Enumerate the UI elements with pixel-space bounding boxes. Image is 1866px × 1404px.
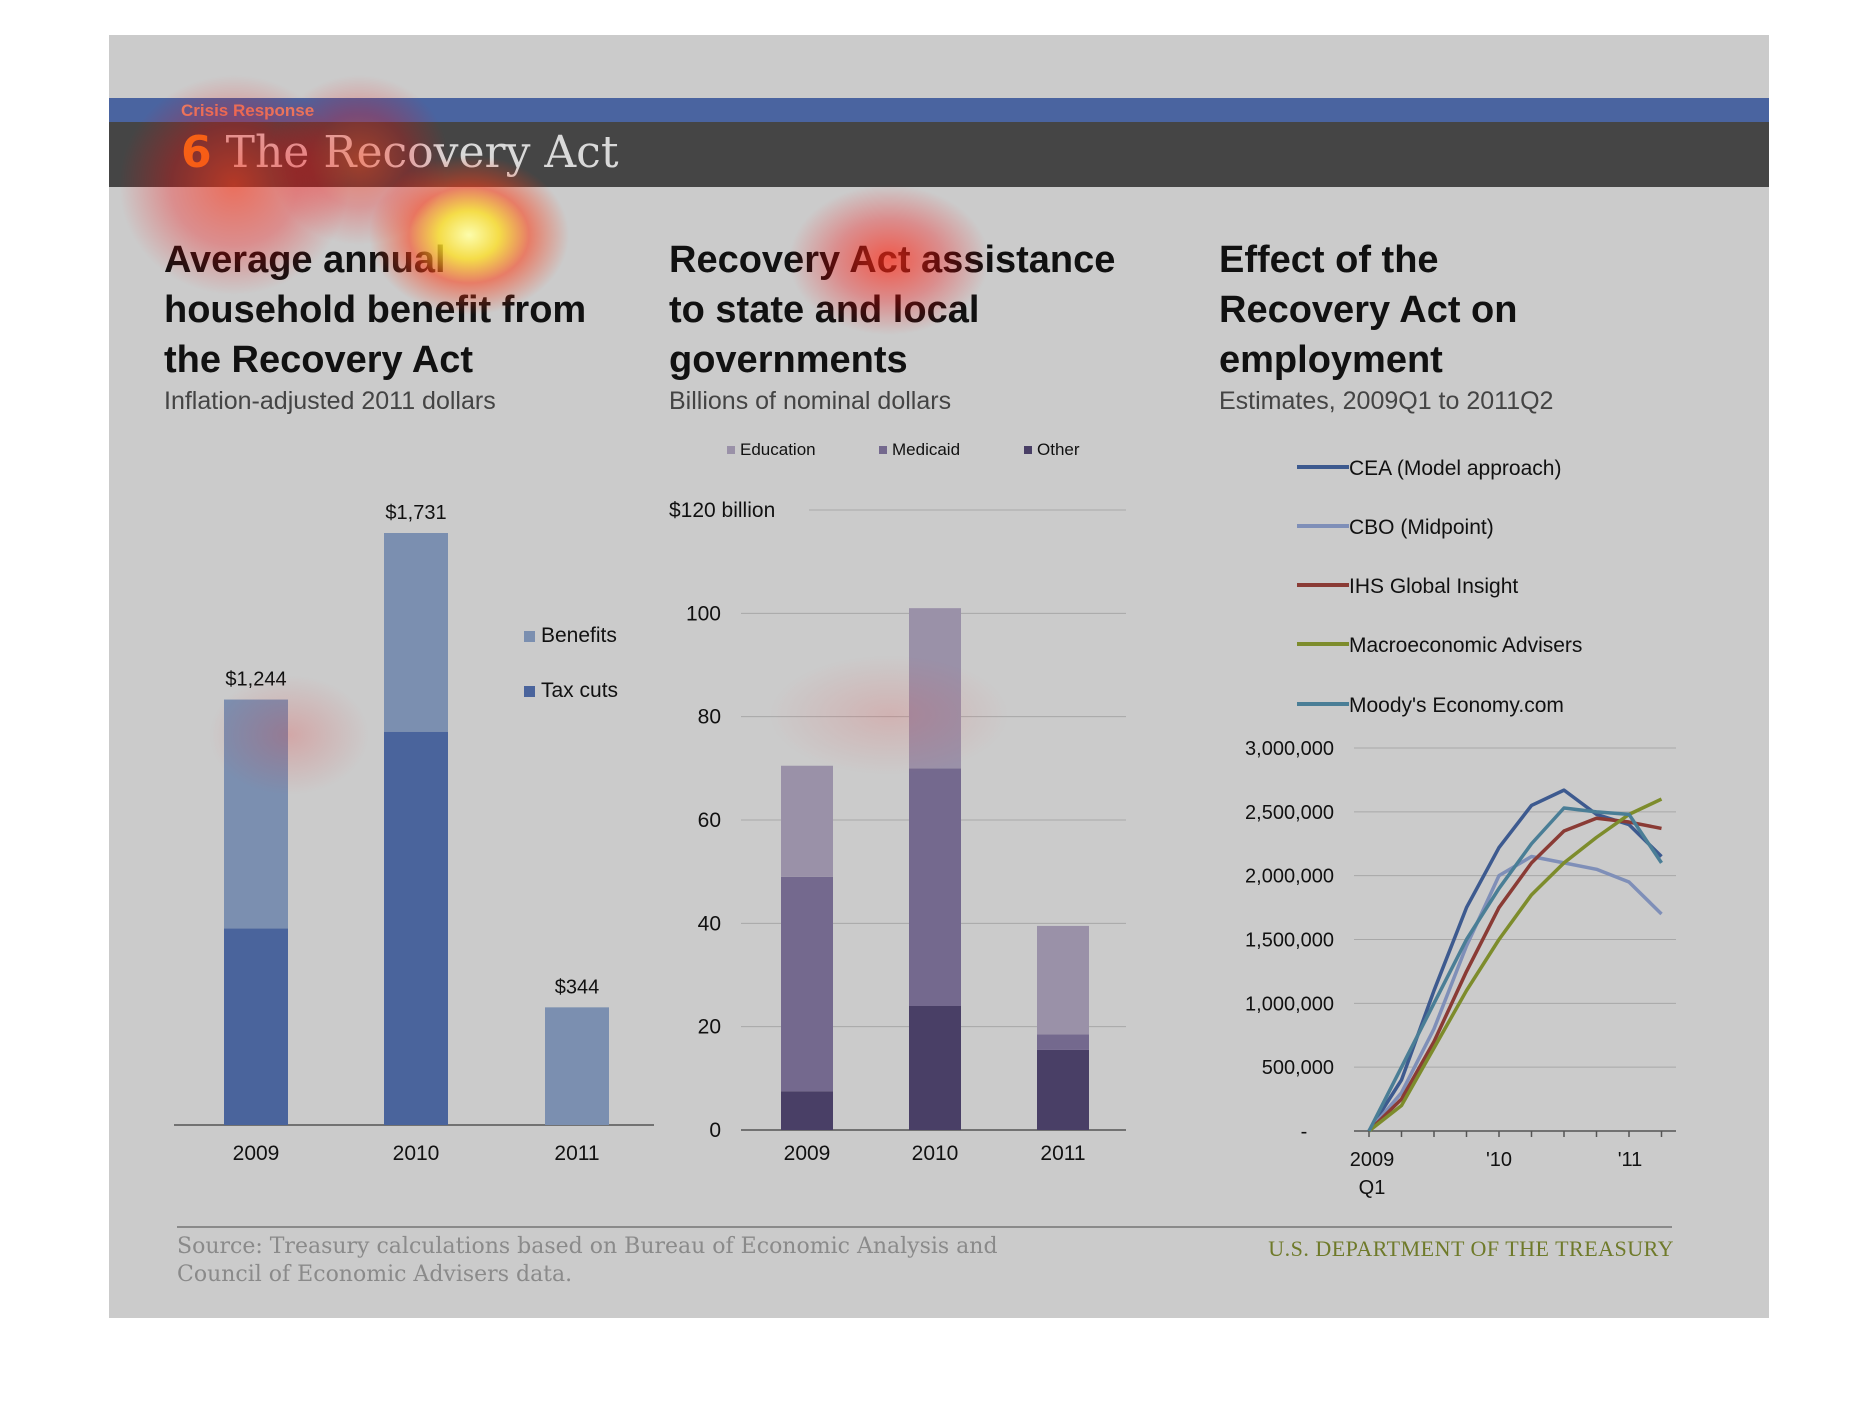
bar-education-2010 — [909, 608, 961, 769]
panel-2-subtitle: Billions of nominal dollars — [669, 387, 952, 415]
data-label: $1,244 — [225, 669, 286, 691]
legend-label: Moody's Economy.com — [1349, 694, 1564, 717]
bar-other-2010 — [909, 1006, 961, 1130]
y-tick-label: 80 — [698, 706, 721, 729]
panel-3-subtitle: Estimates, 2009Q1 to 2011Q2 — [1219, 387, 1554, 415]
footer-rule — [177, 1226, 1672, 1228]
x-tick-label: 2009 — [784, 1142, 831, 1165]
legend-swatch — [879, 446, 887, 454]
x-tick-label: 2011 — [554, 1142, 599, 1165]
x-tick-label: 2009 — [1350, 1149, 1395, 1171]
y-tick-label: 40 — [698, 912, 721, 935]
y-tick-label: $120 billion — [669, 499, 775, 522]
y-tick-label: 100 — [686, 602, 721, 625]
legend-label: CBO (Midpoint) — [1349, 516, 1494, 539]
panel-3-title: Effect of the Recovery Act on employment — [1219, 239, 1518, 381]
x-tick-label: 2011 — [1040, 1142, 1085, 1165]
legend-label: Other — [1037, 440, 1080, 459]
legend-swatch — [1024, 446, 1032, 454]
legend-label: Benefits — [541, 624, 617, 647]
legend-swatch — [524, 686, 535, 697]
bar-tax-cuts-2010 — [384, 731, 448, 1125]
bar-other-2009 — [781, 1091, 833, 1130]
y-tick-label: 0 — [709, 1119, 721, 1142]
series-line — [1367, 806, 1663, 1132]
x-tick-label: 2009 — [233, 1142, 280, 1165]
y-tick-label: 3,000,000 — [1245, 738, 1334, 760]
bar-benefits-2011 — [545, 1007, 609, 1125]
y-tick-label: 500,000 — [1262, 1057, 1334, 1079]
employment-effect-chart: - 500,000 1,000,000 1,500,000 2,000,000 2,500… — [1245, 457, 1676, 1199]
treasury-brand: U.S. DEPARTMENT OF THE TREASURY — [1268, 1236, 1674, 1261]
y-tick-label: 2,000,000 — [1245, 866, 1334, 888]
panel-1-subtitle: Inflation-adjusted 2011 dollars — [164, 387, 496, 415]
legend-label: IHS Global Insight — [1349, 575, 1518, 598]
data-label: $1,731 — [385, 502, 446, 524]
bar-education-2009 — [781, 765, 833, 877]
legend-label: Tax cuts — [541, 679, 618, 702]
charts-canvas: $1,244 2009 $1,731 2010 $344 2011 Benefits Tax … — [174, 440, 1676, 1199]
source-note: Source: Treasury calculations based on B… — [177, 1234, 998, 1287]
x-tick-label: Q1 — [1359, 1177, 1386, 1199]
x-tick-label: '10 — [1486, 1149, 1512, 1171]
series-line — [1367, 816, 1662, 1133]
legend-label: CEA (Model approach) — [1349, 457, 1561, 480]
x-tick-label: '11 — [1618, 1149, 1643, 1171]
legend-label: Medicaid — [892, 440, 960, 459]
y-tick-label: - — [1301, 1121, 1308, 1143]
legend-label: Education — [740, 440, 816, 459]
state-local-assistance-chart: 0 20 40 60 80 100 $120 billion 2009 2010 2011 Educ… — [669, 440, 1126, 1165]
household-benefit-chart: $1,244 2009 $1,731 2010 $344 2011 Benefits Tax … — [174, 502, 654, 1165]
bar-tax-cuts-2009 — [224, 928, 288, 1125]
y-tick-label: 60 — [698, 809, 721, 832]
slide: Crisis Response 6 The Recovery Act Avera… — [109, 35, 1769, 1318]
y-tick-label: 1,000,000 — [1245, 993, 1334, 1015]
y-tick-label: 2,500,000 — [1245, 802, 1334, 824]
series-line — [1367, 797, 1663, 1133]
bar-benefits-2009 — [224, 699, 288, 929]
bar-education-2011 — [1037, 925, 1089, 1035]
legend-label: Macroeconomic Advisers — [1349, 634, 1582, 657]
bar-medicaid-2010 — [909, 768, 961, 1006]
bar-medicaid-2009 — [781, 876, 833, 1092]
x-tick-label: 2010 — [912, 1142, 959, 1165]
legend-swatch — [727, 446, 735, 454]
series-line — [1367, 854, 1663, 1133]
y-tick-label: 1,500,000 — [1245, 930, 1334, 952]
y-tick-label: 20 — [698, 1016, 721, 1039]
x-tick-label: 2010 — [393, 1142, 440, 1165]
bar-medicaid-2011 — [1037, 1034, 1089, 1050]
data-label: $344 — [555, 976, 600, 998]
legend-swatch — [524, 631, 535, 642]
bar-other-2011 — [1037, 1049, 1089, 1130]
bar-benefits-2010 — [384, 533, 448, 732]
